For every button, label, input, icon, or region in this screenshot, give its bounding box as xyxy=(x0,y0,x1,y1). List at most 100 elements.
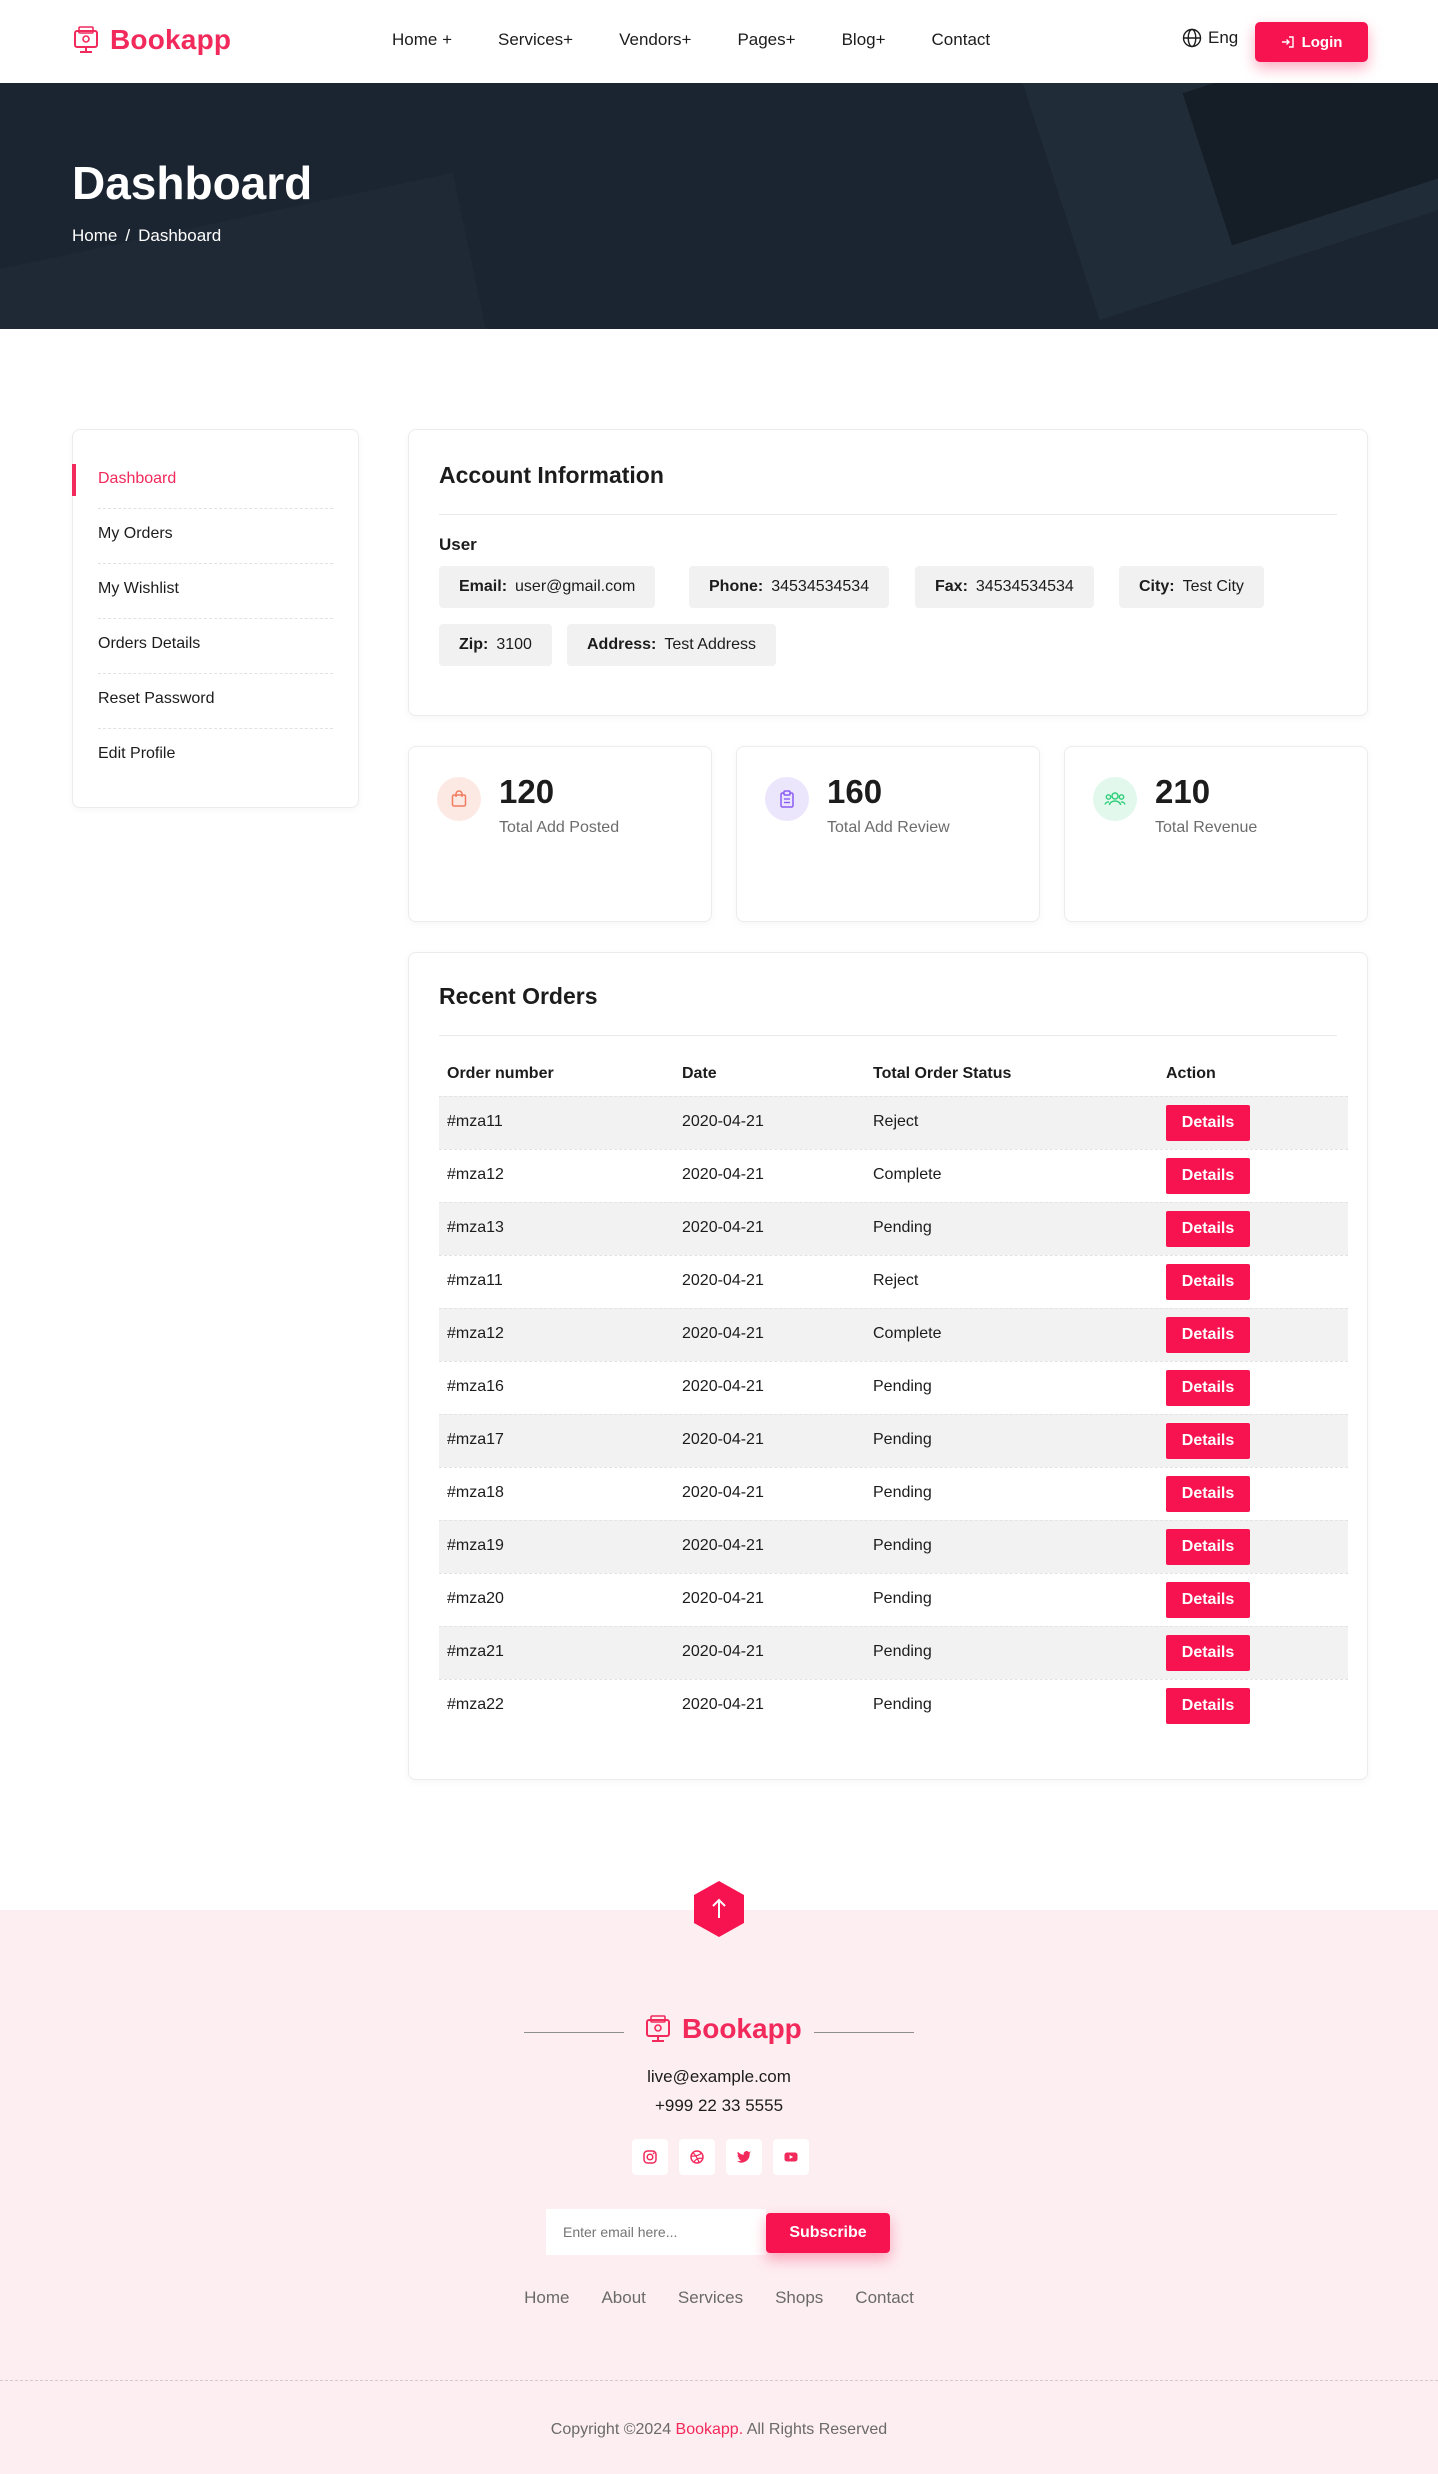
city-label: City: xyxy=(1139,578,1175,595)
city-value: Test City xyxy=(1182,578,1244,595)
user-label: User xyxy=(439,535,477,554)
details-button[interactable]: Details xyxy=(1166,1264,1250,1300)
footer-phone[interactable]: +999 22 33 5555 xyxy=(654,2096,784,2115)
language-selector[interactable]: Eng xyxy=(1182,28,1238,48)
order-number-cell: #mza21 xyxy=(447,1643,504,1660)
city-chip: City: Test City xyxy=(1119,566,1264,608)
table-row: #mza11 2020-04-21 Reject Details xyxy=(439,1096,1348,1149)
sidebar-item-edit-profile[interactable]: Edit Profile xyxy=(98,745,176,762)
date-cell: 2020-04-21 xyxy=(682,1590,764,1607)
divider xyxy=(0,2380,1438,2381)
date-cell: 2020-04-21 xyxy=(682,1378,764,1395)
nav-vendors[interactable]: Vendors+ xyxy=(619,30,692,49)
shopping-bag-icon xyxy=(451,790,467,807)
details-button[interactable]: Details xyxy=(1166,1370,1250,1406)
details-button[interactable]: Details xyxy=(1166,1423,1250,1459)
zip-label: Zip: xyxy=(459,636,489,653)
dashboard-sidebar: Dashboard My Orders My Wishlist Orders D… xyxy=(72,429,359,808)
youtube-icon[interactable] xyxy=(773,2139,809,2175)
sidebar-item-my-wishlist[interactable]: My Wishlist xyxy=(98,580,179,597)
date-cell: 2020-04-21 xyxy=(682,1484,764,1501)
date-cell: 2020-04-21 xyxy=(682,1219,764,1236)
footer-link-about[interactable]: About xyxy=(601,2288,646,2307)
sidebar-item-dashboard[interactable]: Dashboard xyxy=(98,470,177,487)
footer-link-contact[interactable]: Contact xyxy=(855,2288,914,2307)
scroll-top-button[interactable] xyxy=(693,1880,745,1938)
stat-card-posted: 120 Total Add Posted xyxy=(408,746,712,922)
status-cell: Pending xyxy=(873,1696,932,1713)
date-cell: 2020-04-21 xyxy=(682,1166,764,1183)
stat-label: Total Add Review xyxy=(827,819,950,836)
subscribe-email-input[interactable] xyxy=(546,2209,766,2255)
stat-value: 210 xyxy=(1155,773,1211,810)
nav-contact[interactable]: Contact xyxy=(931,30,991,49)
status-cell: Pending xyxy=(873,1431,932,1448)
stat-value: 160 xyxy=(827,773,883,810)
details-button[interactable]: Details xyxy=(1166,1688,1250,1724)
details-button[interactable]: Details xyxy=(1166,1105,1250,1141)
sidebar-item-my-orders[interactable]: My Orders xyxy=(98,525,173,542)
details-button[interactable]: Details xyxy=(1166,1529,1250,1565)
site-header: Bookapp Home + Services+ Vendors+ Pages+… xyxy=(0,0,1438,83)
status-cell: Pending xyxy=(873,1590,932,1607)
details-button[interactable]: Details xyxy=(1166,1211,1250,1247)
sidebar-item-reset-password[interactable]: Reset Password xyxy=(98,690,215,707)
status-cell: Pending xyxy=(873,1643,932,1660)
divider xyxy=(439,1035,1337,1036)
brand-name: Bookapp xyxy=(110,24,232,55)
address-chip: Address: Test Address xyxy=(567,624,776,666)
zip-value: 3100 xyxy=(496,636,532,653)
nav-blog[interactable]: Blog+ xyxy=(841,30,886,49)
details-button[interactable]: Details xyxy=(1166,1582,1250,1618)
divider xyxy=(98,728,333,729)
page-title: Dashboard xyxy=(72,157,313,209)
date-cell: 2020-04-21 xyxy=(682,1431,764,1448)
status-cell: Pending xyxy=(873,1378,932,1395)
table-row: #mza17 2020-04-21 Pending Details xyxy=(439,1414,1348,1467)
stat-icon-wrap xyxy=(437,777,481,821)
nav-pages[interactable]: Pages+ xyxy=(737,30,796,49)
divider xyxy=(98,673,333,674)
column-header: Order number xyxy=(447,1065,554,1082)
date-cell: 2020-04-21 xyxy=(682,1113,764,1130)
login-button[interactable]: Login xyxy=(1255,22,1368,62)
fax-chip: Fax: 34534534534 xyxy=(915,566,1094,608)
login-icon xyxy=(1281,36,1294,48)
table-row: #mza20 2020-04-21 Pending Details xyxy=(439,1573,1348,1626)
footer-link-shops[interactable]: Shops xyxy=(775,2288,824,2307)
details-button[interactable]: Details xyxy=(1166,1476,1250,1512)
page-banner: Dashboard Home / Dashboard xyxy=(0,83,1438,329)
stat-card-review: 160 Total Add Review xyxy=(736,746,1040,922)
details-button[interactable]: Details xyxy=(1166,1635,1250,1671)
table-row: #mza13 2020-04-21 Pending Details xyxy=(439,1202,1348,1255)
table-row: #mza12 2020-04-21 Complete Details xyxy=(439,1308,1348,1361)
footer-logo[interactable]: Bookapp xyxy=(642,2013,802,2045)
column-header: Action xyxy=(1166,1065,1216,1082)
column-header: Date xyxy=(682,1065,717,1082)
date-cell: 2020-04-21 xyxy=(682,1537,764,1554)
brand-logo[interactable]: Bookapp xyxy=(70,24,231,56)
twitter-icon[interactable] xyxy=(726,2139,762,2175)
email-chip: Email: user@gmail.com xyxy=(439,566,656,608)
breadcrumb-home[interactable]: Home xyxy=(72,226,118,245)
footer-link-services[interactable]: Services xyxy=(677,2288,744,2307)
instagram-icon[interactable] xyxy=(632,2139,668,2175)
subscribe-button[interactable]: Subscribe xyxy=(766,2213,890,2253)
email-value: user@gmail.com xyxy=(515,578,636,595)
sidebar-item-orders-details[interactable]: Orders Details xyxy=(98,635,201,652)
copyright-brand[interactable]: Bookapp. xyxy=(675,2421,744,2438)
table-row: #mza19 2020-04-21 Pending Details xyxy=(439,1520,1348,1573)
dribbble-icon[interactable] xyxy=(679,2139,715,2175)
nav-home[interactable]: Home + xyxy=(392,30,452,49)
divider xyxy=(439,514,1337,515)
zip-chip: Zip: 3100 xyxy=(439,624,552,666)
footer-link-home[interactable]: Home xyxy=(524,2288,570,2307)
footer-email[interactable]: live@example.com xyxy=(647,2067,791,2086)
details-button[interactable]: Details xyxy=(1166,1158,1250,1194)
divider xyxy=(98,618,333,619)
details-button[interactable]: Details xyxy=(1166,1317,1250,1353)
users-icon xyxy=(1104,792,1126,806)
nav-services[interactable]: Services+ xyxy=(498,30,574,49)
arrow-up-icon xyxy=(712,1898,726,1918)
divider xyxy=(98,563,333,564)
